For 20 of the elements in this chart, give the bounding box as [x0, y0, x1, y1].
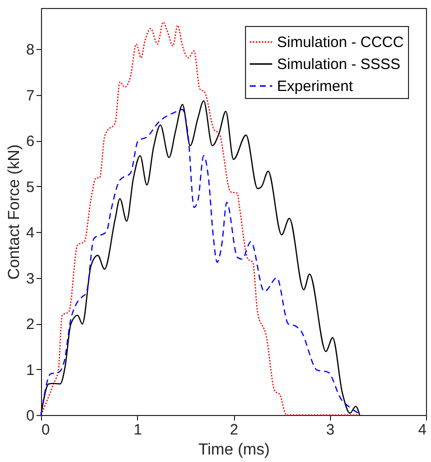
y-tick-label: 2 [26, 316, 34, 334]
x-axis-title: Time (ms) [198, 442, 270, 458]
y-axis-title: Contact Force (kN) [6, 144, 24, 280]
legend-label: Simulation - SSSS [277, 56, 400, 73]
x-tick-label: 3 [326, 422, 334, 438]
x-tick-label: 0 [42, 422, 50, 438]
y-tick-label: 8 [26, 42, 34, 59]
y-tick-label: 5 [26, 178, 34, 196]
y-tick-label: 4 [26, 224, 34, 242]
legend-label: Experiment [277, 78, 354, 95]
legend-label: Simulation - CCCC [277, 34, 404, 51]
x-tick-label: 4 [418, 422, 426, 438]
line-series [40, 22, 360, 416]
y-tick-label: 6 [26, 133, 34, 150]
x-tick-label: 1 [134, 422, 142, 438]
y-tick-label: 3 [26, 270, 34, 288]
y-tick-label: 0 [26, 408, 34, 424]
y-tick-label: 7 [26, 87, 34, 104]
y-tick-label: 1 [26, 362, 34, 379]
x-tick-label: 2 [230, 422, 238, 438]
